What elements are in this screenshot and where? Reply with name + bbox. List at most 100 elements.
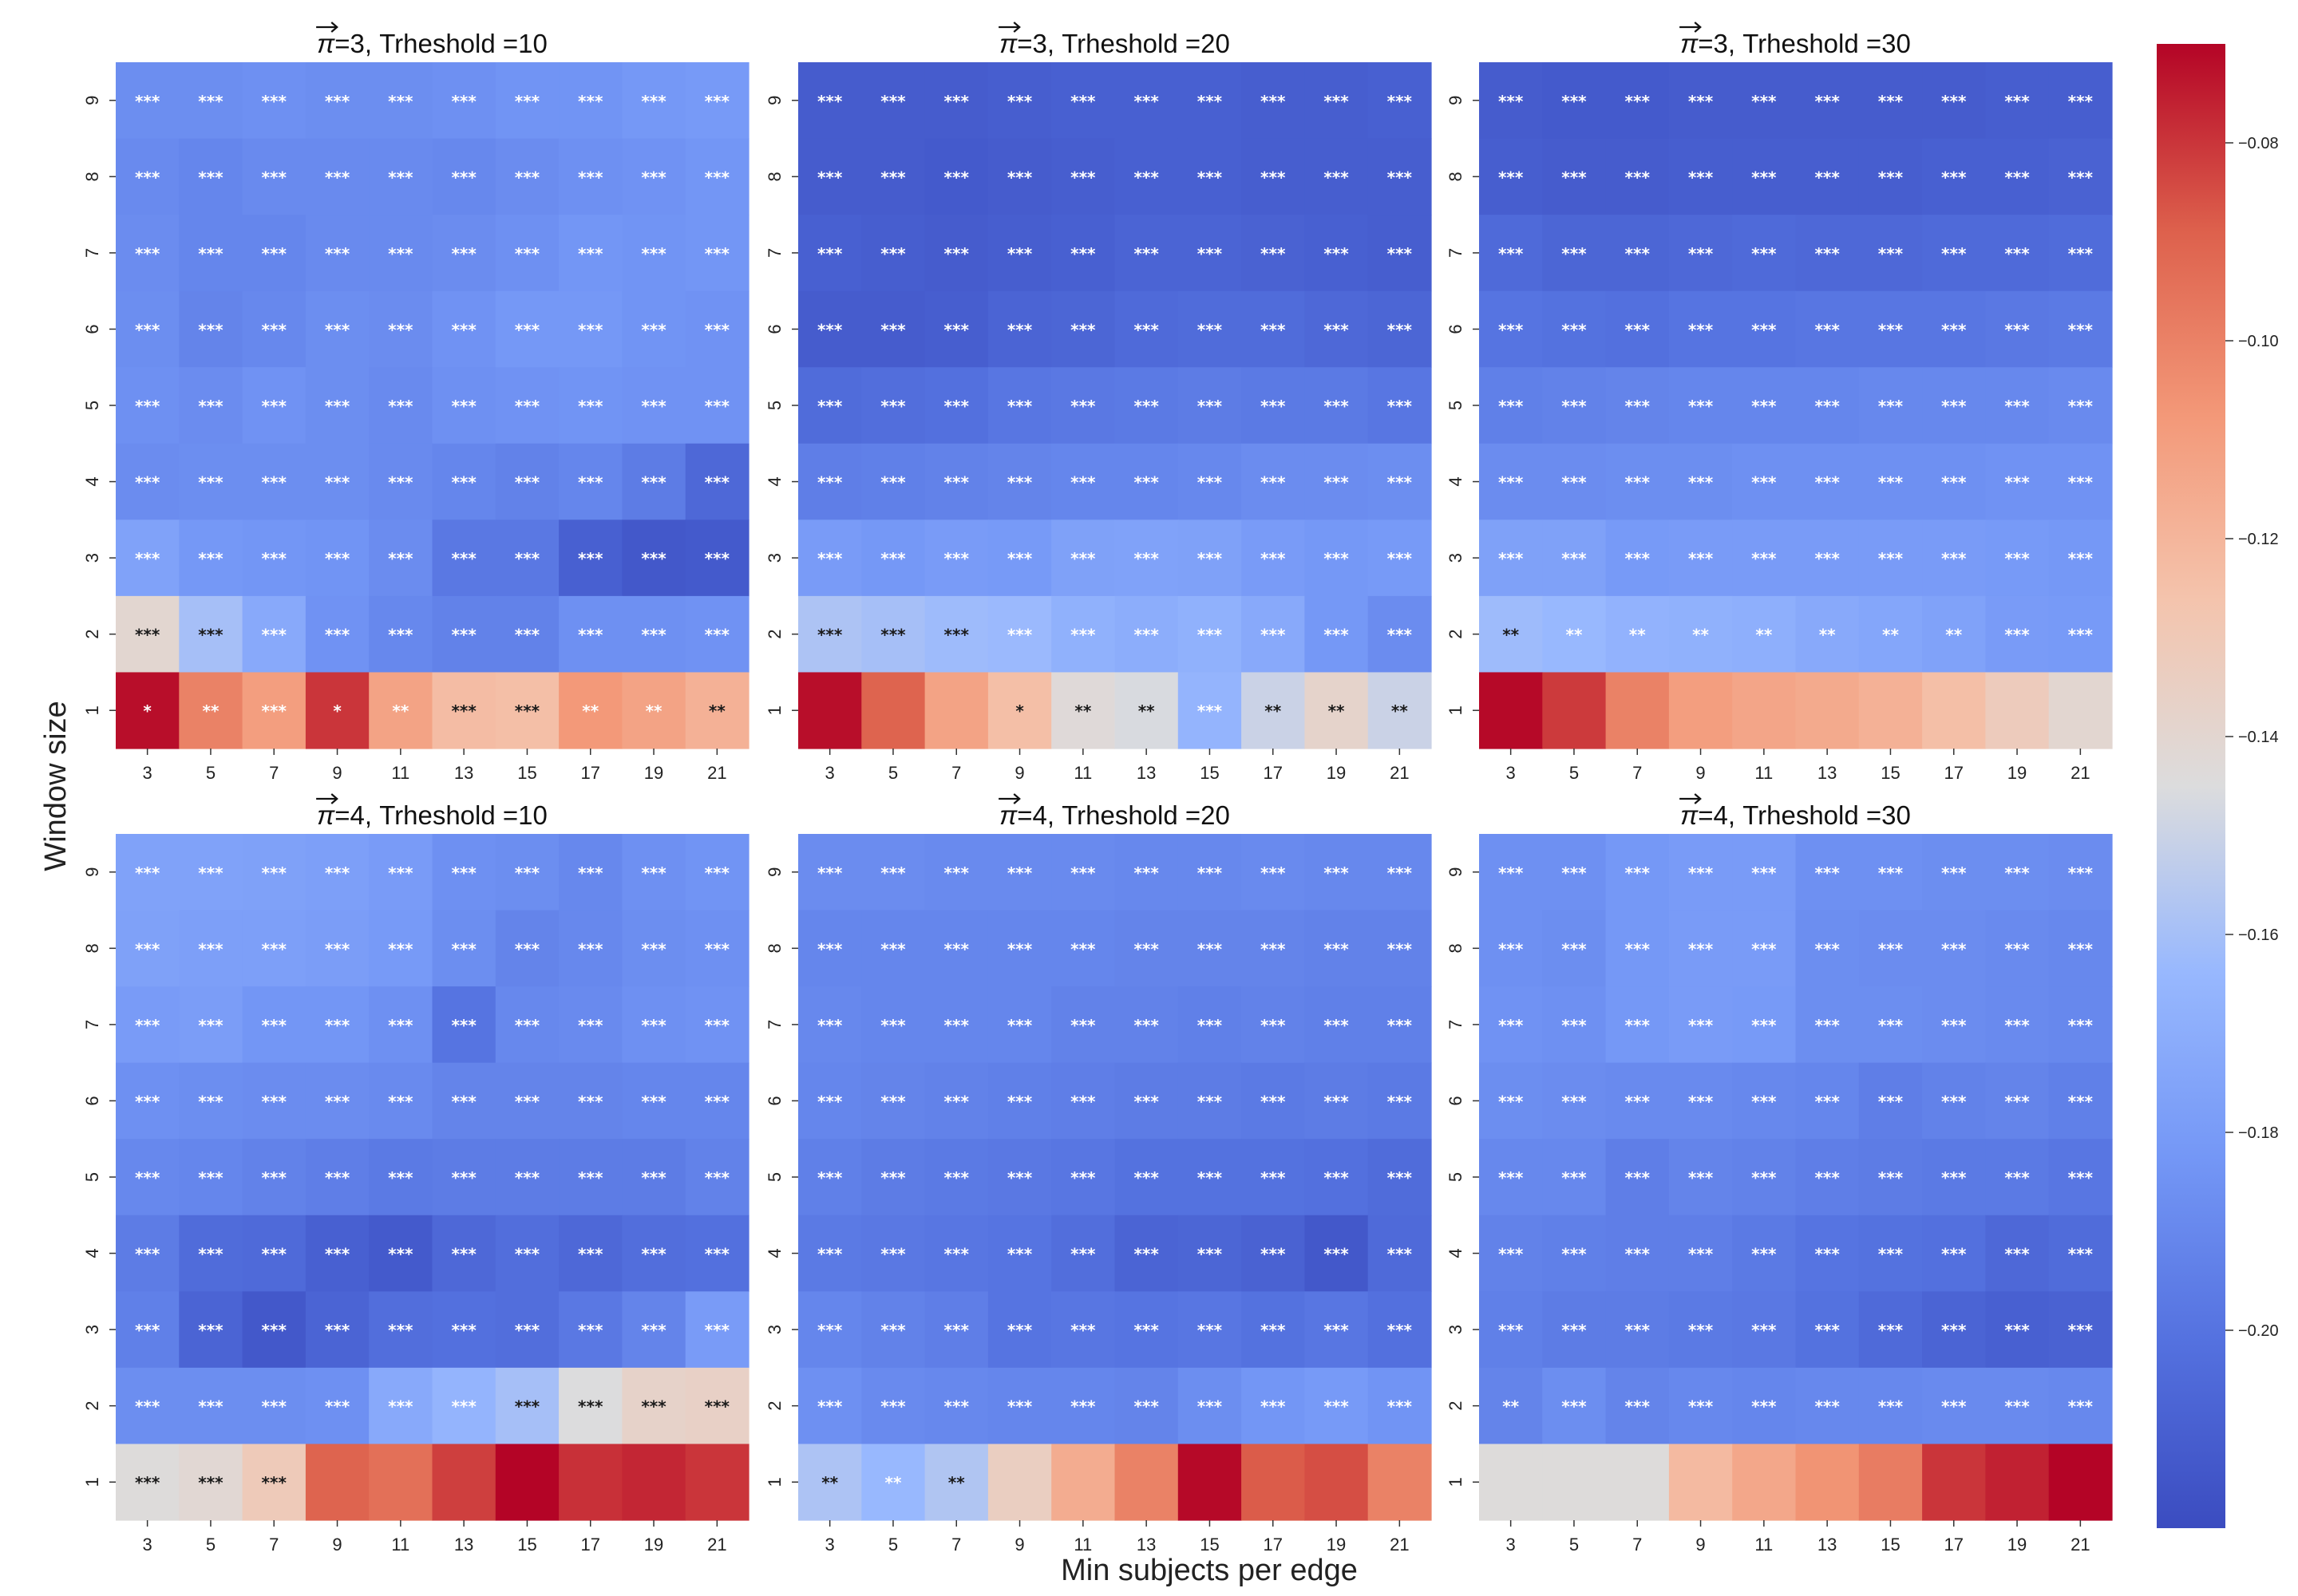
x-tick-label: 15	[1200, 1535, 1219, 1555]
heatmap-cell	[1051, 215, 1116, 292]
heatmap-cell	[685, 290, 750, 368]
heatmap-cell	[1304, 215, 1369, 292]
heatmap-cell	[1479, 986, 1543, 1064]
heatmap-cell	[987, 519, 1052, 597]
significance-label: ***	[1133, 1321, 1159, 1340]
significance-label: ***	[451, 244, 477, 263]
heatmap-cell	[305, 290, 370, 368]
x-tick-label: 19	[644, 763, 663, 783]
heatmap-cell	[1732, 595, 1797, 674]
x-tick-label: 11	[1074, 763, 1092, 783]
heatmap-cell	[1367, 1367, 1432, 1445]
significance-label: ***	[1688, 168, 1714, 187]
heatmap-cell	[1922, 672, 1986, 749]
heatmap-cell	[1177, 62, 1242, 140]
significance-label: ***	[817, 1092, 843, 1111]
heatmap-cell	[1479, 910, 1543, 987]
significance-label: **	[1138, 701, 1155, 721]
significance-label: ***	[515, 939, 540, 958]
heatmap-cell	[1177, 1139, 1242, 1216]
x-tick-label: 3	[1506, 763, 1516, 783]
significance-label: ***	[1814, 320, 1840, 339]
heatmap-cell	[369, 834, 433, 911]
colorbar-tick-label: −0.20	[2238, 1322, 2279, 1340]
heatmap-cell	[1858, 443, 1923, 520]
heatmap-cell	[1858, 910, 1923, 987]
significance-label: ***	[1688, 1016, 1714, 1035]
significance-label: ***	[135, 1245, 160, 1264]
significance-label: ***	[817, 320, 843, 339]
significance-label: ***	[1751, 863, 1777, 883]
significance-label: ***	[1498, 1016, 1524, 1035]
x-tick-label: 21	[1390, 1535, 1409, 1555]
significance-label: ***	[578, 1016, 603, 1035]
significance-label: ***	[880, 1245, 906, 1264]
significance-label: ***	[198, 1397, 223, 1416]
y-tick-label: 8	[1446, 943, 1465, 953]
heatmap-cell	[495, 595, 560, 674]
heatmap-cell	[1732, 1367, 1797, 1445]
significance-label: ***	[944, 168, 970, 187]
y-tick-label: 1	[765, 705, 785, 715]
heatmap-cell	[798, 215, 862, 292]
pi-symbol: π	[1680, 29, 1699, 58]
significance-label: ***	[388, 1397, 413, 1416]
y-tick-label: 5	[82, 401, 102, 410]
x-tick-label: 9	[332, 763, 342, 783]
heatmap-cell	[1922, 1062, 1986, 1140]
significance-label: ***	[1561, 1245, 1587, 1264]
significance-label: ***	[198, 549, 223, 568]
significance-label: ***	[1007, 92, 1033, 111]
significance-label: ***	[1814, 1321, 1840, 1340]
heatmap-cell	[1985, 1444, 2050, 1521]
heatmap-cell	[1114, 62, 1179, 140]
heatmap-cell	[685, 910, 750, 987]
significance-label: ***	[1070, 939, 1096, 958]
heatmap-cell	[1542, 1291, 1607, 1369]
significance-label: ***	[515, 320, 540, 339]
significance-label: ***	[2068, 1397, 2094, 1416]
significance-label: **	[1502, 626, 1519, 645]
heatmap-cell	[242, 62, 307, 140]
heatmap-cell	[1922, 986, 1986, 1064]
heatmap-cell	[2048, 595, 2113, 674]
heatmap-cell	[861, 290, 926, 368]
significance-label: ***	[2068, 626, 2094, 645]
heatmap-cell	[369, 443, 433, 520]
heatmap-cell	[559, 138, 623, 215]
heatmap-cell	[1304, 367, 1369, 444]
heatmap-cell	[1858, 834, 1923, 911]
heatmap-cell	[305, 443, 370, 520]
heatmap-cell	[2048, 215, 2113, 292]
x-tick-label: 11	[1754, 763, 1773, 783]
heatmap-cell	[1304, 62, 1369, 140]
significance-label: ***	[515, 1016, 540, 1035]
significance-label: ***	[198, 939, 223, 958]
significance-label: ***	[1070, 397, 1096, 416]
pi-symbol: π	[1680, 800, 1699, 830]
y-tick-label: 8	[82, 172, 102, 181]
heatmap-cell	[1114, 834, 1179, 911]
significance-label: ***	[880, 1168, 906, 1187]
significance-label: **	[392, 701, 409, 721]
heatmap-cell	[179, 672, 243, 749]
heatmap-cell	[305, 672, 370, 749]
significance-label: ***	[1688, 320, 1714, 339]
y-tick-label: 5	[1446, 1172, 1465, 1182]
significance-label: ***	[1751, 320, 1777, 339]
heatmap-cell	[987, 290, 1052, 368]
heatmap-cell	[798, 1291, 862, 1369]
heatmap-cell	[1858, 519, 1923, 597]
heatmap-cell	[432, 1291, 496, 1369]
significance-label: ***	[1688, 397, 1714, 416]
heatmap-cell	[1795, 1215, 1860, 1292]
significance-label: ***	[1070, 1016, 1096, 1035]
heatmap-cell	[2048, 62, 2113, 140]
heatmap-cell	[685, 1367, 750, 1445]
panel-title: π=3, Trheshold =10	[317, 29, 548, 58]
significance-label: ***	[2068, 1092, 2094, 1111]
significance-label: **	[1264, 701, 1281, 721]
heatmap-cell	[987, 834, 1052, 911]
heatmap-cell	[1985, 290, 2050, 368]
heatmap-cell	[559, 1215, 623, 1292]
